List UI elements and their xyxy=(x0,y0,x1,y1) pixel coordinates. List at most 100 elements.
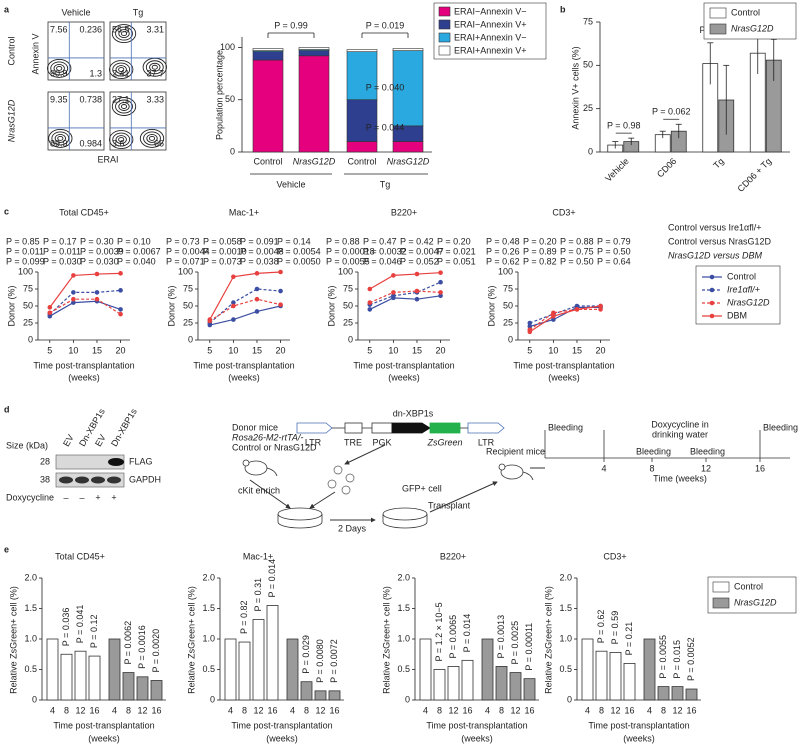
y-tick-label: 0.5 xyxy=(24,664,37,674)
legend-swatch xyxy=(438,45,451,56)
subplot-title: Total CD45+ xyxy=(55,551,105,561)
point xyxy=(598,303,603,309)
point xyxy=(71,290,76,295)
p-value: P = 0.26 xyxy=(486,246,520,256)
line xyxy=(369,295,441,310)
p-value: P = 0.10 xyxy=(117,236,151,246)
row-label: Control xyxy=(6,36,16,65)
legend-swatch xyxy=(709,23,727,35)
p-value: P = 0.0013 xyxy=(496,615,506,659)
axis-label: (weeks) xyxy=(461,733,493,743)
mouse-icon xyxy=(242,459,278,477)
quadrant-value: 1.3 xyxy=(89,68,102,78)
contour xyxy=(120,104,128,109)
legend-label: ERAI−Annexin V+ xyxy=(454,19,527,29)
comparison-label: Control versus Ire1αfl/+ xyxy=(668,222,762,232)
point xyxy=(94,290,100,295)
p-value: P = 0.038 xyxy=(240,256,279,266)
axis-label: ERAI xyxy=(97,154,118,164)
y-tick-label: 0.5 xyxy=(559,664,572,674)
legend-label: DBM xyxy=(727,310,747,320)
y-tick-label: 75 xyxy=(583,16,593,26)
y-tick-label: 100 xyxy=(178,266,193,276)
event-label: Bleeding xyxy=(636,446,671,456)
axis-label: Donor (%) xyxy=(166,285,176,326)
size-label: Size (kDa) xyxy=(6,440,48,450)
contour xyxy=(118,137,125,143)
point xyxy=(254,296,260,302)
p-value: P = 0.062 xyxy=(652,107,691,117)
quadrant-value: 3.33 xyxy=(146,94,164,104)
time-tick: 16 xyxy=(755,463,765,473)
bar-segment xyxy=(298,55,330,153)
x-tick-label: 16 xyxy=(524,705,534,715)
band xyxy=(59,476,73,484)
x-tick-label: 12 xyxy=(672,705,682,715)
blot-label: FLAG xyxy=(129,456,153,466)
p-value: P = 0.014 xyxy=(462,614,472,653)
line xyxy=(209,288,281,324)
y-tick-label: 50 xyxy=(225,94,235,104)
legend-swatch xyxy=(438,19,451,30)
axis-label: (weeks) xyxy=(388,372,420,382)
y-tick-label: 0 xyxy=(405,694,410,704)
legend xyxy=(433,2,547,60)
x-tick-label: 4 xyxy=(290,705,295,715)
p-value: P = 0.040 xyxy=(117,256,156,266)
contour xyxy=(48,128,73,148)
bar-segment xyxy=(252,51,284,61)
y-tick-label: 2.0 xyxy=(397,572,410,582)
x-tick-label: 20 xyxy=(276,345,286,355)
y-tick-label: 0 xyxy=(210,694,215,704)
y-tick-label: 2.0 xyxy=(24,572,37,582)
event-label: Bleeding xyxy=(763,422,798,432)
p-value: P = 0.015 xyxy=(672,640,682,679)
flow-plot xyxy=(47,91,105,151)
quadrant-value: 3.31 xyxy=(146,24,164,34)
p-value: P = 0.029 xyxy=(301,635,311,674)
point xyxy=(551,313,556,319)
x-tick-label: 8 xyxy=(661,705,666,715)
size-marker: 28 xyxy=(40,456,50,466)
y-tick-label: 1.5 xyxy=(24,603,37,613)
contour xyxy=(115,26,133,41)
legend-swatch xyxy=(712,581,730,593)
line xyxy=(209,271,281,320)
point xyxy=(438,293,443,299)
bar xyxy=(238,641,251,701)
p-value: P = 0.82 xyxy=(239,600,249,634)
y-tick-label: 100 xyxy=(338,266,353,276)
p-value: P = 0.89 xyxy=(523,246,557,256)
p-value: P = 0.20 xyxy=(523,236,557,246)
point xyxy=(574,303,580,309)
bar-segment xyxy=(346,49,378,52)
x-tick-label: 8 xyxy=(64,705,69,715)
treatment-label: Doxycycline in xyxy=(651,419,709,429)
bar-segment xyxy=(392,50,424,127)
x-tick-label: 20 xyxy=(596,345,606,355)
x-tick-label: 20 xyxy=(436,345,446,355)
line xyxy=(529,308,601,331)
bar-segment xyxy=(252,59,284,153)
y-tick-label: 25 xyxy=(503,317,513,327)
contour xyxy=(109,60,134,80)
time-label: Time (weeks) xyxy=(653,473,707,483)
y-tick-label: 1.0 xyxy=(24,633,37,643)
arrow xyxy=(249,479,291,509)
contour xyxy=(149,62,161,72)
y-tick-label: 50 xyxy=(503,300,513,310)
legend-swatch xyxy=(438,6,451,17)
construct-label: PGK xyxy=(372,437,391,447)
contour xyxy=(111,97,137,116)
blot-label: GAPDH xyxy=(129,474,161,484)
step-label: 2 Days xyxy=(338,523,367,533)
y-tick-label: 100 xyxy=(18,266,33,276)
x-tick-label: 8 xyxy=(599,705,604,715)
contour xyxy=(118,67,125,73)
legend-label: Control xyxy=(734,581,763,591)
p-value: P = 0.47 xyxy=(363,236,397,246)
construct-label: LTR xyxy=(305,437,322,447)
band xyxy=(91,476,105,484)
bar xyxy=(224,638,237,701)
y-tick-label: 75 xyxy=(343,283,353,293)
